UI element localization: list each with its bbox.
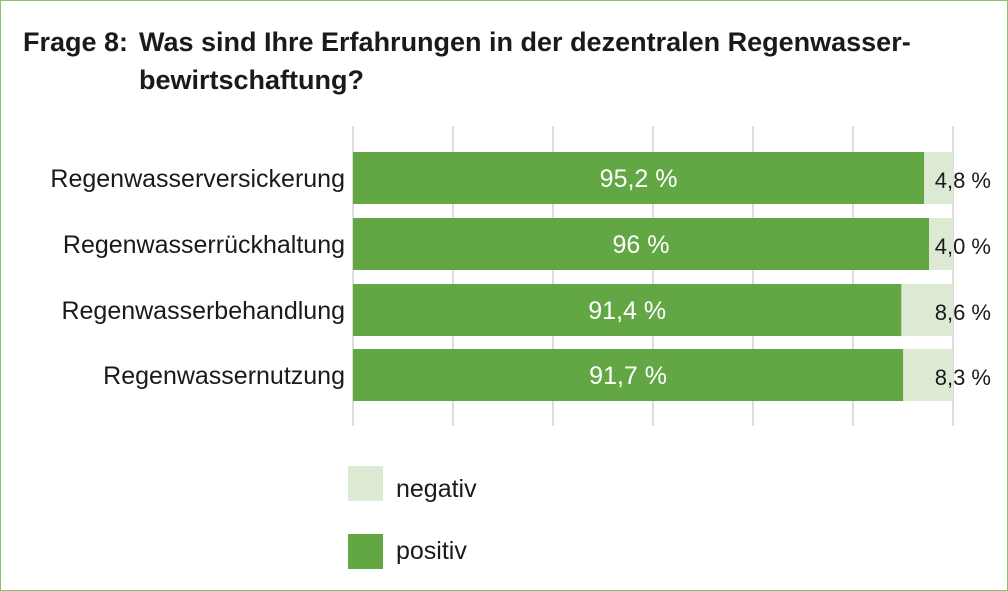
bar-positive (353, 349, 904, 401)
data-label-positive: 95,2 % (600, 165, 678, 193)
category-label: Regenwasserversickerung (50, 165, 345, 193)
bar-negative (929, 218, 953, 270)
bar-positive (353, 218, 929, 270)
category-label: Regenwassernutzung (103, 362, 345, 390)
data-label-positive: 91,4 % (588, 297, 666, 325)
bar-negative (901, 284, 953, 336)
stacked-bar-chart: Regenwasserversickerung 95,2 % 4,8 % Regenw… (50, 126, 991, 426)
data-label-positive: 91,7 % (589, 362, 667, 390)
data-label-negative: 8,3 % (935, 365, 991, 390)
bar-positive (353, 284, 902, 336)
title-line-2: bewirtschaftung? (139, 65, 365, 95)
bar-negative (924, 152, 953, 204)
title-line-1: Was sind Ihre Erfahrungen in der dezentr… (139, 27, 911, 57)
data-label-positive: 96 % (613, 231, 670, 259)
data-label-negative: 8,6 % (935, 300, 991, 325)
legend-swatch-positive (348, 534, 383, 569)
bar-negative (903, 349, 953, 401)
data-label-negative: 4,0 % (935, 234, 991, 259)
legend-label-positive: positiv (396, 537, 467, 565)
bar-positive (353, 152, 925, 204)
legend-swatch-negative (348, 466, 383, 501)
category-label: Regenwasserrückhaltung (63, 231, 345, 259)
category-label: Regenwasserbehandlung (61, 297, 345, 325)
legend-label-negative: negativ (396, 475, 477, 503)
data-label-negative: 4,8 % (935, 168, 991, 193)
title-prefix: Frage 8: (23, 27, 129, 57)
